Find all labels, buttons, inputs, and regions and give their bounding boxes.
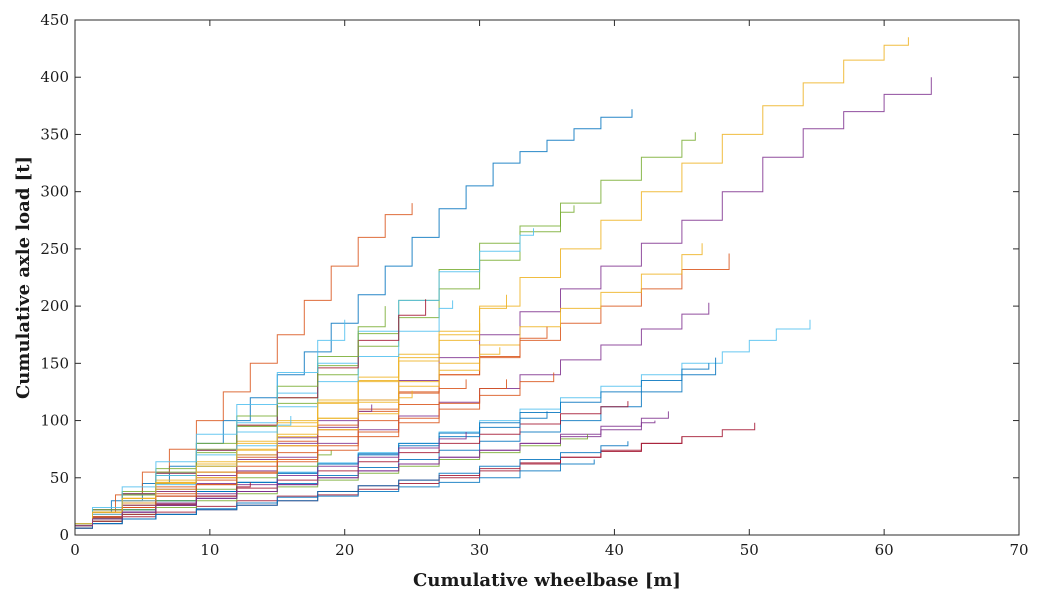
y-tick-label: 100 [40, 412, 69, 430]
x-tick-label: 0 [70, 541, 80, 559]
series-line [75, 77, 932, 525]
series-line [75, 372, 555, 527]
x-tick-label: 30 [470, 541, 489, 559]
y-tick-label: 200 [40, 297, 69, 315]
series-line [75, 459, 595, 529]
series-line [75, 347, 501, 525]
x-tick-label: 20 [335, 541, 354, 559]
x-tick-label: 70 [1009, 541, 1028, 559]
x-tick-label: 10 [200, 541, 219, 559]
series-line [75, 203, 413, 525]
y-tick-label: 50 [50, 469, 69, 487]
series-line [75, 411, 548, 527]
y-tick-label: 350 [40, 125, 69, 143]
series-line [75, 319, 811, 527]
tick-layer: 0 10 20 30 40 50 60 70 0 50 100 150 200 250 300 350 400 4… [40, 11, 1028, 559]
y-tick-label: 0 [59, 526, 69, 544]
series-line [75, 319, 346, 525]
y-tick-label: 300 [40, 183, 69, 201]
series-line [75, 302, 710, 527]
series-line [75, 132, 696, 525]
plot-frame [74, 19, 1020, 536]
y-tick-label: 450 [40, 11, 69, 29]
x-tick-label: 60 [875, 541, 894, 559]
x-axis-title: Cumulative wheelbase [m] [413, 570, 681, 591]
y-axis-title: Cumulative axle load [t] [13, 156, 34, 399]
series-line [75, 363, 710, 527]
series-line [75, 420, 656, 527]
series-line [75, 228, 534, 525]
x-tick-label: 50 [740, 541, 759, 559]
y-tick-label: 400 [40, 68, 69, 86]
series-line [75, 306, 386, 525]
y-tick-label: 250 [40, 240, 69, 258]
y-tick-label: 150 [40, 354, 69, 372]
x-tick-label: 40 [605, 541, 624, 559]
series-layer [75, 37, 932, 529]
